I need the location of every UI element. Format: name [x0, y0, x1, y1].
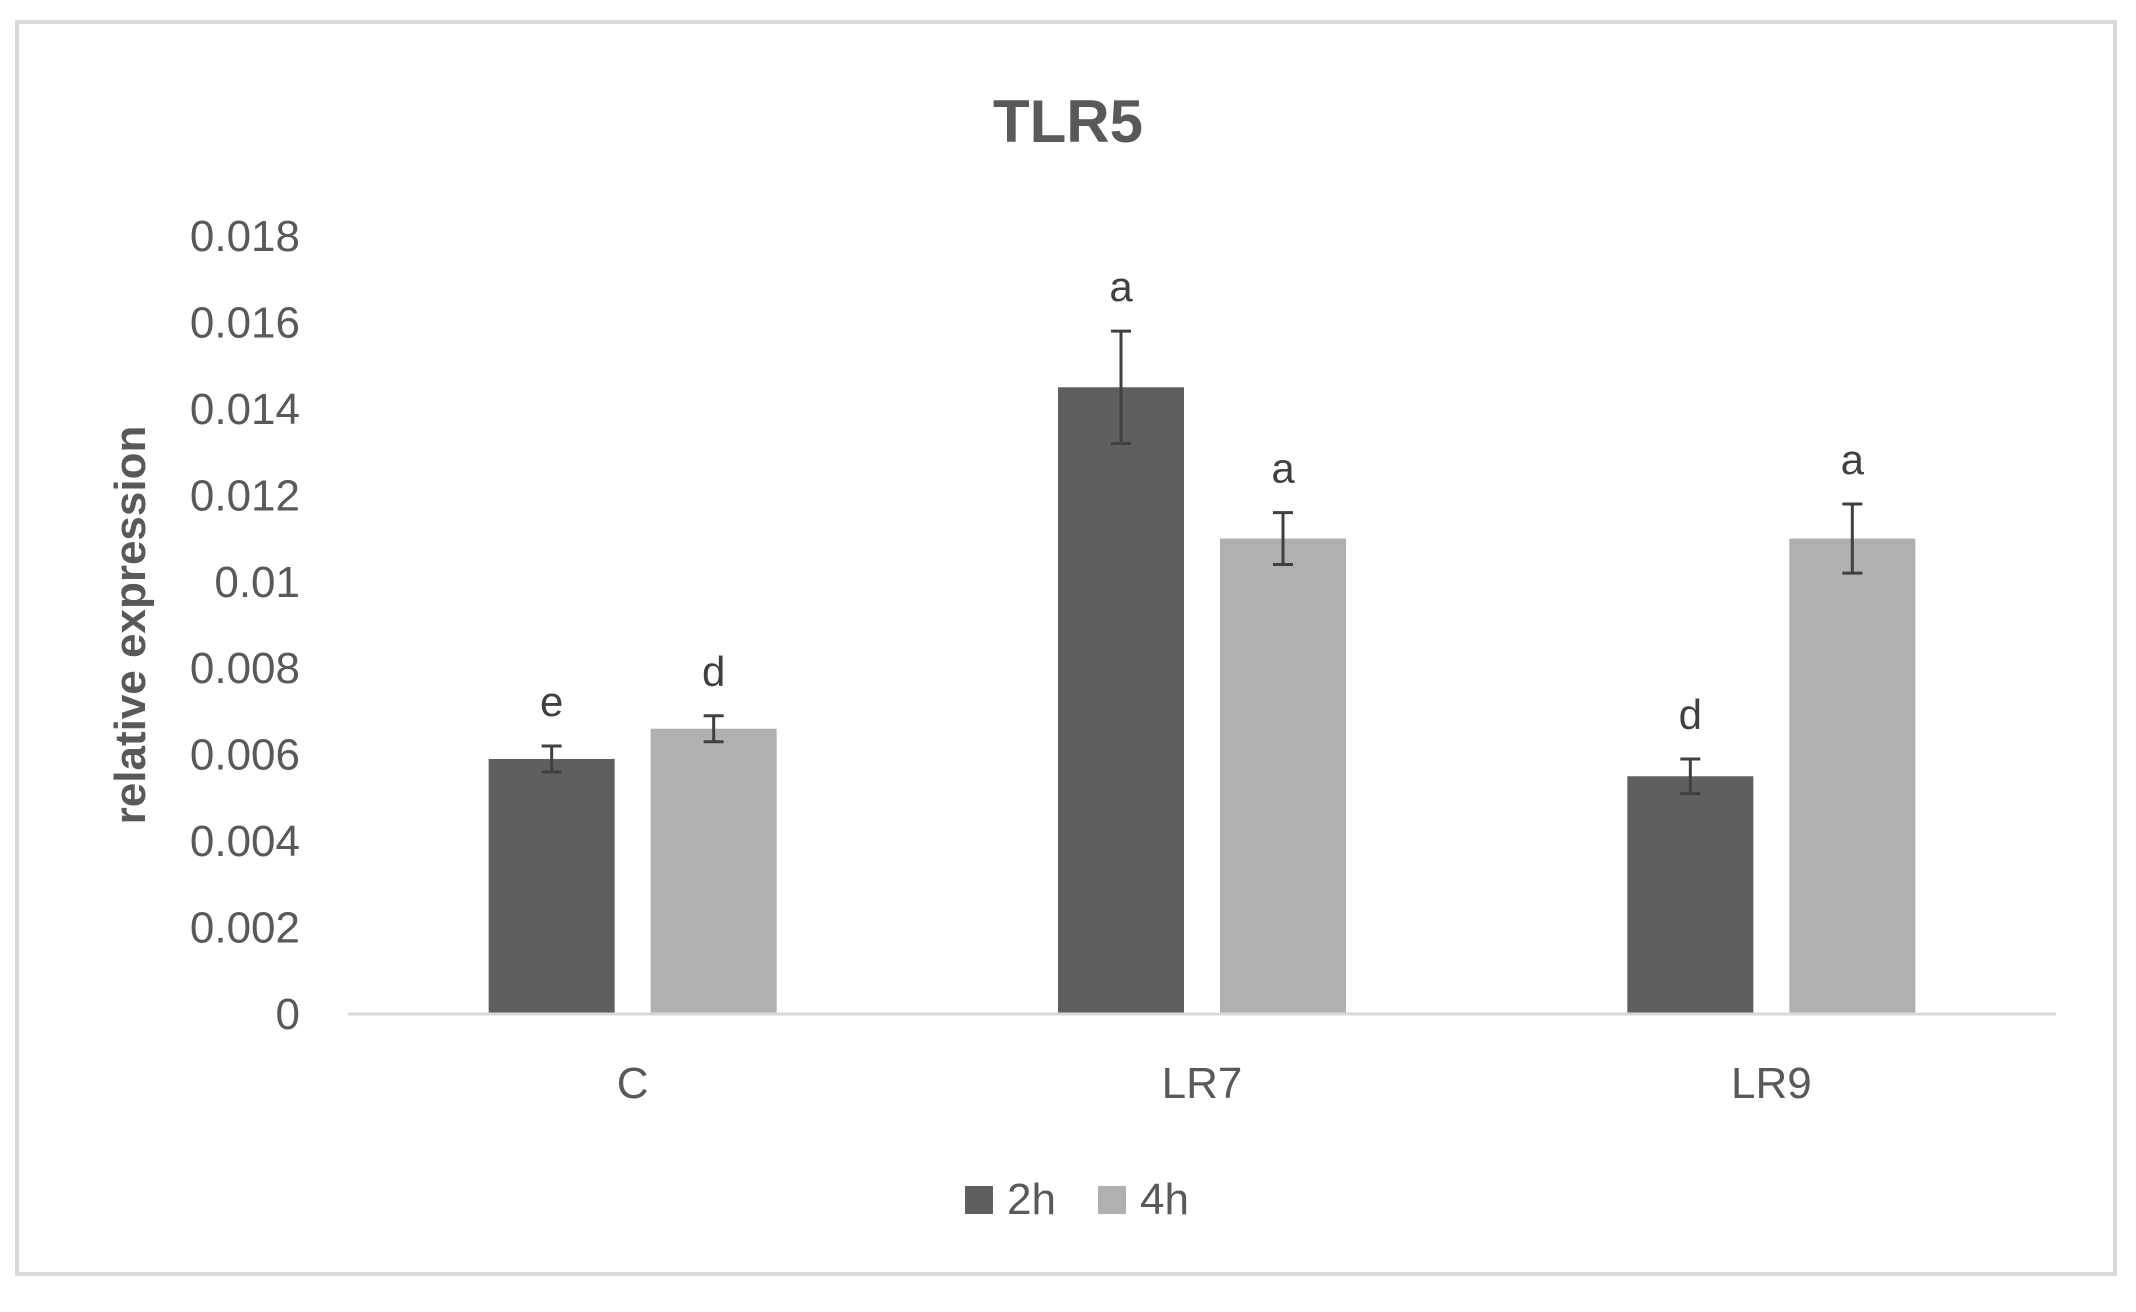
legend: 2h 4h: [965, 1175, 1189, 1224]
chart-title: TLR5: [993, 88, 1143, 155]
significance-label: d: [1679, 691, 1702, 738]
y-tick-label: 0.018: [190, 212, 300, 261]
legend-label: 4h: [1140, 1175, 1189, 1224]
y-tick-label: 0.008: [190, 644, 300, 693]
bar-2h-LR9: [1627, 776, 1754, 1014]
error-bars: [541, 329, 1863, 796]
bar-4h-LR7: [1220, 538, 1346, 1014]
legend-label: 2h: [1007, 1175, 1056, 1224]
y-tick-label: 0.006: [190, 731, 300, 780]
significance-label: a: [1271, 445, 1295, 492]
x-tick-label: LR9: [1731, 1059, 1812, 1108]
y-axis-title: relative expression: [106, 426, 155, 825]
legend-swatch-2h: [965, 1186, 993, 1214]
y-axis-ticks: 0 0.002 0.004 0.006 0.008 0.01 0.012 0.014 0.016…: [190, 212, 300, 1039]
bar-2h-LR7: [1058, 387, 1184, 1014]
significance-label: a: [1841, 436, 1865, 483]
significance-label: d: [702, 648, 725, 695]
x-axis-labels: C LR7 LR9: [617, 1059, 1812, 1108]
significance-label: e: [540, 678, 563, 725]
y-tick-label: 0.012: [190, 471, 300, 520]
bar-2h-C: [488, 758, 615, 1014]
y-tick-label: 0.004: [190, 817, 300, 866]
x-tick-label: LR7: [1162, 1059, 1243, 1108]
legend-swatch-4h: [1098, 1186, 1126, 1214]
x-tick-label: C: [617, 1059, 649, 1108]
bar-4h-C: [650, 728, 777, 1014]
significance-labels: e d a a d a: [540, 263, 1865, 738]
y-tick-label: 0.002: [190, 904, 300, 953]
bars: [488, 387, 1916, 1014]
y-tick-label: 0.014: [190, 385, 300, 434]
bar-4h-LR9: [1789, 538, 1916, 1014]
y-tick-label: 0: [276, 990, 300, 1039]
y-tick-label: 0.01: [214, 558, 300, 607]
y-tick-label: 0.016: [190, 298, 300, 347]
significance-label: a: [1109, 263, 1133, 310]
